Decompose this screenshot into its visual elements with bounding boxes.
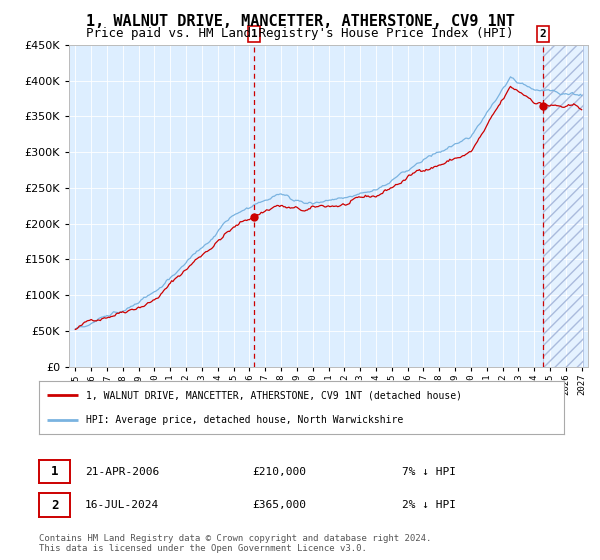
- Text: 7% ↓ HPI: 7% ↓ HPI: [402, 466, 456, 477]
- Text: 2: 2: [51, 498, 58, 512]
- Text: HPI: Average price, detached house, North Warwickshire: HPI: Average price, detached house, Nort…: [86, 414, 404, 424]
- Text: £210,000: £210,000: [252, 466, 306, 477]
- Text: 2% ↓ HPI: 2% ↓ HPI: [402, 500, 456, 510]
- Text: 16-JUL-2024: 16-JUL-2024: [85, 500, 160, 510]
- Text: Contains HM Land Registry data © Crown copyright and database right 2024.
This d: Contains HM Land Registry data © Crown c…: [39, 534, 431, 553]
- Text: 1: 1: [251, 29, 257, 39]
- Text: £365,000: £365,000: [252, 500, 306, 510]
- Bar: [543, 45, 583, 367]
- Text: 2: 2: [539, 29, 546, 39]
- Text: 1, WALNUT DRIVE, MANCETTER, ATHERSTONE, CV9 1NT (detached house): 1, WALNUT DRIVE, MANCETTER, ATHERSTONE, …: [86, 390, 462, 400]
- Text: 21-APR-2006: 21-APR-2006: [85, 466, 160, 477]
- Text: Price paid vs. HM Land Registry's House Price Index (HPI): Price paid vs. HM Land Registry's House …: [86, 27, 514, 40]
- Bar: [543, 45, 583, 367]
- Text: 1: 1: [51, 465, 58, 478]
- Text: 1, WALNUT DRIVE, MANCETTER, ATHERSTONE, CV9 1NT: 1, WALNUT DRIVE, MANCETTER, ATHERSTONE, …: [86, 14, 514, 29]
